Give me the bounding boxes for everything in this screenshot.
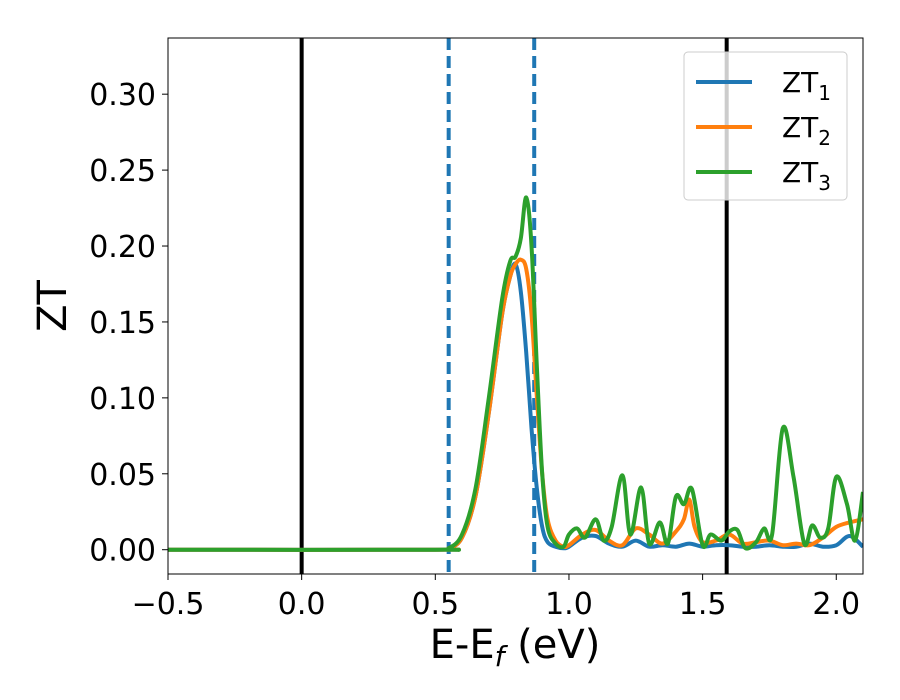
plot-frame: [167, 37, 864, 575]
y-axis-label: ZT: [30, 280, 76, 332]
x-tick-label: 0.5: [411, 587, 459, 622]
series-line-zt2: [168, 257, 863, 552]
legend-label-zt1: ZT1: [782, 66, 831, 105]
x-tick-label: −0.5: [132, 587, 205, 622]
x-tick-label: 1.5: [679, 587, 727, 622]
x-tick-label: 1.0: [545, 587, 593, 622]
y-tick-label: 0.10: [89, 382, 156, 417]
y-tick-label: 0.00: [89, 534, 156, 569]
y-tick-label: 0.15: [89, 306, 156, 341]
y-tick-label: 0.20: [89, 230, 156, 265]
legend-box: [683, 51, 848, 201]
legend: ZT1 ZT2 ZT3: [683, 51, 848, 201]
y-tick-label: 0.25: [89, 154, 156, 189]
x-tick-label: 2.0: [812, 587, 860, 622]
y-tick-label: 0.30: [89, 78, 156, 113]
legend-label-zt2: ZT2: [782, 111, 831, 150]
series-line-zt3: [168, 195, 863, 552]
x-tick-label: 0.0: [278, 587, 326, 622]
series-line-zt1: [168, 261, 863, 552]
x-axis-label: E-Ef (eV): [430, 622, 601, 673]
y-tick-label: 0.05: [89, 458, 156, 493]
legend-label-zt3: ZT3: [782, 156, 831, 195]
